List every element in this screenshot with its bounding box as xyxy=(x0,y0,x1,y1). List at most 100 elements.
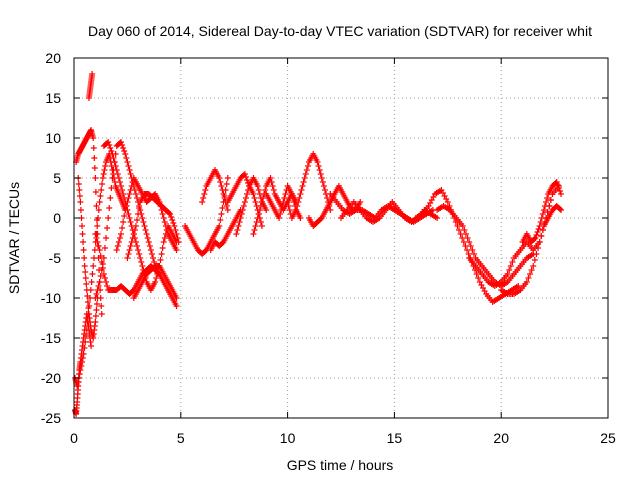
data-point xyxy=(170,220,177,226)
data-point xyxy=(473,271,480,277)
data-point xyxy=(81,263,88,269)
data-point xyxy=(94,287,101,293)
data-point xyxy=(134,195,141,201)
series-arc-v xyxy=(338,199,441,225)
data-point xyxy=(95,207,102,213)
data-point xyxy=(83,287,90,293)
plot-frame xyxy=(73,57,609,419)
data-point xyxy=(173,295,180,301)
data-point xyxy=(152,279,159,285)
data-point xyxy=(111,179,118,185)
data-point xyxy=(125,251,132,257)
data-point xyxy=(101,245,108,251)
data-point xyxy=(89,71,96,77)
data-point xyxy=(99,265,106,271)
data-point xyxy=(128,239,135,245)
data-point xyxy=(303,167,310,173)
data-point xyxy=(464,247,471,253)
data-point xyxy=(161,235,168,241)
data-point xyxy=(434,215,441,221)
data-point xyxy=(221,195,228,201)
data-point xyxy=(220,191,227,197)
data-point xyxy=(92,313,99,319)
data-point xyxy=(173,231,180,237)
data-point xyxy=(531,257,538,263)
data-point xyxy=(314,159,321,165)
data-point xyxy=(96,247,103,253)
data-point xyxy=(79,231,86,237)
data-point xyxy=(126,191,133,197)
data-point xyxy=(135,211,142,217)
data-point xyxy=(150,255,157,261)
data-point xyxy=(269,183,276,189)
data-point xyxy=(80,247,87,253)
data-point xyxy=(304,163,311,169)
data-point xyxy=(219,205,226,211)
data-point xyxy=(506,267,513,273)
data-point xyxy=(110,155,117,161)
data-point xyxy=(547,197,554,203)
data-point xyxy=(539,227,546,233)
y-tick-label: 15 xyxy=(45,90,61,106)
data-point xyxy=(267,175,274,181)
data-point xyxy=(555,185,562,191)
data-point xyxy=(527,271,534,277)
data-point xyxy=(217,179,224,185)
grid-lines xyxy=(74,58,608,418)
data-point xyxy=(324,195,331,201)
data-point xyxy=(120,145,127,151)
data-point xyxy=(114,243,121,249)
data-point xyxy=(279,203,286,209)
data-point xyxy=(132,223,139,229)
data-point xyxy=(537,219,544,225)
data-point xyxy=(117,183,124,189)
data-point xyxy=(115,175,122,181)
data-point xyxy=(82,275,89,281)
data-point xyxy=(109,151,116,157)
data-point xyxy=(466,239,473,245)
data-point xyxy=(115,239,122,245)
data-point xyxy=(123,155,130,161)
series-arc-m xyxy=(199,167,231,213)
data-point xyxy=(108,148,115,154)
data-point xyxy=(105,139,112,145)
data-point xyxy=(97,273,104,279)
data-point xyxy=(126,167,133,173)
data-point xyxy=(301,175,308,181)
series-arc-j xyxy=(124,191,182,261)
data-point xyxy=(101,167,108,173)
data-point xyxy=(509,259,516,265)
data-point xyxy=(216,175,223,181)
data-point xyxy=(241,199,248,205)
data-point xyxy=(251,195,258,201)
x-tick-label: 15 xyxy=(387,430,403,446)
x-tick-label: 10 xyxy=(280,430,296,446)
x-tick-label: 0 xyxy=(70,430,78,446)
data-point xyxy=(250,191,257,197)
data-point xyxy=(124,199,131,205)
data-point xyxy=(163,227,170,233)
data-point xyxy=(126,247,133,253)
data-point xyxy=(235,223,242,229)
data-point xyxy=(125,211,132,217)
data-point xyxy=(202,187,209,193)
data-point xyxy=(121,213,128,219)
series-arc-l xyxy=(182,175,231,257)
data-point xyxy=(97,193,104,199)
data-point xyxy=(282,191,289,197)
data-point xyxy=(295,199,302,205)
data-point xyxy=(219,187,226,193)
data-point xyxy=(553,179,560,185)
data-point xyxy=(127,243,134,249)
data-point xyxy=(83,281,90,287)
data-point xyxy=(94,239,101,245)
data-point xyxy=(102,163,109,169)
data-point xyxy=(90,145,97,151)
data-point xyxy=(528,267,535,273)
data-point xyxy=(157,257,164,263)
data-point xyxy=(531,236,538,242)
data-point xyxy=(530,263,537,269)
data-point xyxy=(125,163,132,169)
data-point xyxy=(119,142,126,148)
data-point xyxy=(144,235,151,241)
